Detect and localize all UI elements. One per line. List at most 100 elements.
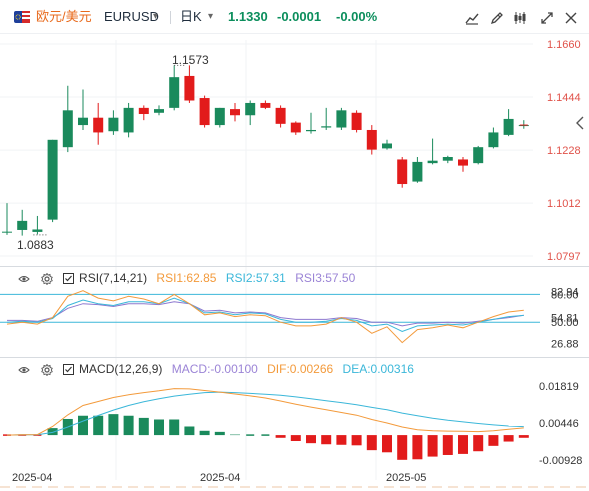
draw-tool-button[interactable] bbox=[487, 8, 507, 28]
dif-line bbox=[6, 388, 524, 436]
macd-histogram-bar bbox=[123, 415, 134, 436]
date-tick-label: 2025-04 bbox=[12, 472, 52, 484]
macd-histogram-bar bbox=[336, 435, 347, 445]
collapse-panel-button[interactable] bbox=[571, 110, 589, 136]
candle-body bbox=[412, 161, 423, 182]
candle-body bbox=[108, 117, 119, 132]
rsi3-value: RSI3:57.50 bbox=[295, 271, 356, 285]
symbol-dropdown-icon[interactable]: ▾ bbox=[153, 11, 159, 22]
price-change: -0.0001 bbox=[277, 9, 322, 24]
price-tick-label: 1.0797 bbox=[547, 251, 581, 263]
settings-gear-icon[interactable] bbox=[41, 272, 54, 285]
macd-histogram-bar bbox=[108, 414, 119, 436]
price-tick-label: 1.1228 bbox=[547, 145, 581, 157]
settings-gear-icon[interactable] bbox=[41, 363, 54, 376]
candle-body bbox=[230, 109, 240, 116]
candle-body bbox=[290, 122, 301, 133]
macd-histogram-bar bbox=[321, 435, 332, 445]
rsi-legend: RSI(7,14,21) RSI1:62.85 RSI2:57.31 RSI3:… bbox=[18, 270, 361, 286]
macd-histogram-bar bbox=[518, 435, 529, 438]
macd-histogram-bar bbox=[366, 435, 377, 451]
candle-body bbox=[397, 159, 408, 185]
candle-body bbox=[275, 107, 286, 124]
checkbox-icon[interactable] bbox=[62, 364, 74, 376]
candle-body bbox=[78, 117, 88, 126]
rsi-tick-label: 26.88 bbox=[551, 339, 579, 351]
candle-body bbox=[47, 139, 58, 220]
chart-toolbar: 欧元/美元 EURUSD ▾ 日K ▾ 1.1330 -0.0001 -0.00… bbox=[0, 0, 589, 34]
candle-body bbox=[442, 157, 453, 161]
rsi-label: RSI(7,14,21) bbox=[79, 271, 148, 285]
rsi1-line bbox=[6, 290, 524, 344]
candle-body bbox=[321, 126, 332, 128]
divider bbox=[170, 11, 171, 24]
rsi2-line bbox=[6, 297, 524, 333]
candle-body bbox=[245, 102, 256, 116]
close-icon bbox=[565, 12, 577, 24]
macd-histogram-bar bbox=[503, 435, 514, 442]
rsi3-line bbox=[7, 301, 524, 327]
candle-body bbox=[488, 132, 499, 148]
chart-type-button[interactable] bbox=[510, 8, 530, 28]
macd-value: MACD:-0.00100 bbox=[171, 362, 258, 376]
macd-histogram-bar bbox=[351, 435, 362, 446]
candle-body bbox=[351, 112, 362, 130]
macd-histogram-bar bbox=[275, 435, 286, 438]
date-tick-label: 2025-05 bbox=[386, 472, 426, 484]
symbol-code[interactable]: EURUSD bbox=[104, 9, 159, 24]
eye-icon[interactable] bbox=[18, 273, 30, 285]
macd-tick-label: -0.00928 bbox=[539, 455, 582, 467]
candle-body bbox=[17, 220, 28, 230]
rsi-tick-label: 80.00 bbox=[551, 289, 579, 301]
candle-body bbox=[503, 118, 514, 135]
price-tick-label: 1.1660 bbox=[547, 39, 581, 51]
candle-body bbox=[32, 229, 43, 232]
macd-legend: MACD(12,26,9) MACD:-0.00100 DIF:0.00266 … bbox=[18, 361, 420, 377]
macd-histogram-bar bbox=[290, 435, 301, 442]
candle-body bbox=[427, 160, 438, 164]
macd-histogram-bar bbox=[230, 434, 240, 436]
dea-line bbox=[6, 391, 524, 436]
macd-label: MACD(12,26,9) bbox=[79, 362, 163, 376]
indicator-button[interactable] bbox=[462, 8, 482, 28]
candle-body bbox=[62, 110, 73, 148]
interval-select[interactable]: 日K bbox=[180, 9, 202, 24]
indicator-icon bbox=[465, 13, 479, 25]
candle-body bbox=[2, 231, 12, 233]
symbol-cn[interactable]: 欧元/美元 bbox=[36, 9, 92, 24]
candle-body bbox=[214, 107, 225, 126]
macd-histogram-bar bbox=[169, 419, 180, 436]
macd-histogram-bar bbox=[138, 417, 149, 436]
candle-body bbox=[366, 129, 377, 150]
macd-histogram-bar bbox=[199, 430, 210, 436]
rsi2-value: RSI2:57.31 bbox=[225, 271, 286, 285]
candlestick-icon bbox=[514, 12, 526, 24]
candles bbox=[2, 64, 529, 236]
macd-histogram-bar bbox=[473, 435, 484, 452]
price-tick-label: 1.1012 bbox=[547, 198, 581, 210]
fullscreen-button[interactable] bbox=[537, 8, 557, 28]
last-price: 1.1330 bbox=[228, 9, 268, 24]
checkbox-icon[interactable] bbox=[62, 273, 74, 285]
macd-histogram-bar bbox=[93, 415, 104, 436]
dea-value: DEA:0.00316 bbox=[342, 362, 414, 376]
macd-histogram-bar bbox=[442, 435, 453, 455]
candle-body bbox=[473, 147, 484, 164]
chevron-left-icon bbox=[576, 116, 584, 130]
candle-body bbox=[199, 98, 210, 126]
candle-body bbox=[306, 129, 316, 132]
candle-body bbox=[336, 110, 347, 128]
macd-histogram-bar bbox=[412, 435, 423, 460]
candle-body bbox=[458, 159, 468, 166]
eye-icon[interactable] bbox=[18, 364, 30, 376]
macd-histogram-bar bbox=[214, 431, 225, 436]
price-change-pct: -0.00% bbox=[336, 9, 378, 24]
candle-body bbox=[169, 77, 180, 108]
interval-dropdown-icon[interactable]: ▾ bbox=[208, 11, 214, 22]
close-button[interactable] bbox=[561, 8, 581, 28]
candle-body bbox=[123, 107, 134, 133]
candle-body bbox=[382, 143, 392, 149]
macd-histogram-bar bbox=[47, 428, 58, 436]
dif-value: DIF:0.00266 bbox=[267, 362, 334, 376]
